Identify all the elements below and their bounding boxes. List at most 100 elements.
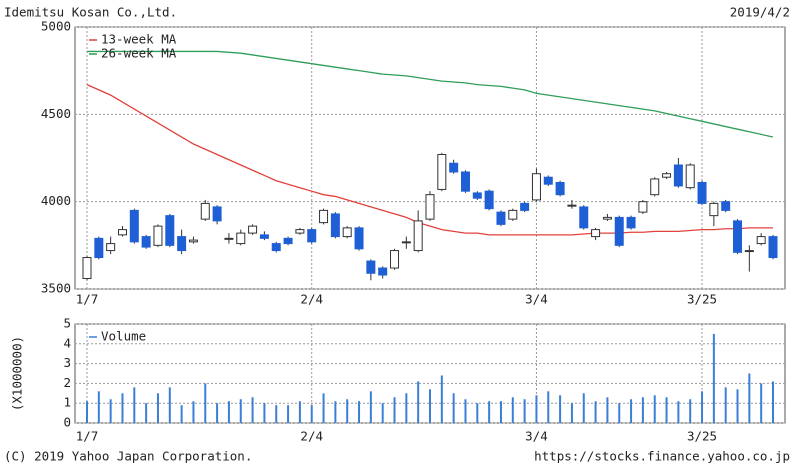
candle-body (697, 181, 707, 204)
moving-average-line (86, 84, 773, 236)
y-tick-label: 4500 (41, 106, 71, 121)
volume-bar (298, 401, 301, 423)
candle-body (543, 176, 553, 185)
candle-body (756, 236, 766, 245)
volume-bar (121, 393, 124, 423)
volume-bar (251, 397, 254, 423)
candle-body (437, 154, 447, 190)
candle-body (579, 206, 589, 229)
candle-body (425, 194, 435, 220)
candle-body (591, 229, 601, 238)
volume-bar (369, 391, 372, 423)
candle-body (744, 250, 754, 253)
y-tick-label: 3 (63, 355, 71, 370)
volume-bar (724, 387, 727, 423)
candle-body (472, 192, 482, 199)
volume-bar (275, 405, 278, 423)
volume-bar (760, 383, 763, 423)
candle-body (460, 171, 470, 192)
company-name: Idemitsu Kosan Co.,Ltd. (4, 5, 177, 20)
volume-bar (630, 399, 633, 423)
candle-body (342, 227, 352, 238)
candle-body (733, 220, 743, 253)
chart-date: 2019/4/2 (730, 5, 790, 20)
candle-body (709, 202, 719, 217)
candle-body (721, 201, 731, 211)
volume-bar (712, 333, 715, 423)
y-tick-label: 4 (63, 335, 71, 350)
volume-bar (535, 395, 538, 423)
volume-bar (346, 399, 349, 423)
volume-bar (263, 403, 266, 423)
candle-body (520, 202, 530, 211)
candle-body (602, 216, 612, 220)
candle-body (508, 209, 518, 220)
plot-area (74, 26, 786, 290)
volume-bar (405, 393, 408, 423)
source-url: https://stocks.finance.yahoo.co.jp (534, 449, 790, 464)
volume-bar (464, 399, 467, 423)
x-tick-label: 3/4 (525, 429, 548, 444)
x-tick-label: 1/7 (76, 429, 99, 444)
candle-body (531, 173, 541, 201)
candle-body (153, 225, 163, 246)
volume-bar (204, 383, 207, 423)
volume-bar (156, 393, 159, 423)
volume-bar (594, 401, 597, 423)
volume-bar (227, 401, 230, 423)
x-tick-label: 3/25 (687, 429, 717, 444)
y-axis-label: (X1000000) (10, 336, 25, 411)
candle-body (271, 243, 281, 252)
candle-body (354, 227, 364, 250)
moving-average-line (87, 50, 774, 138)
candle-body (141, 236, 151, 248)
volume-bar (511, 397, 514, 423)
copyright: (C) 2019 Yahoo Japan Corporation. (4, 449, 252, 464)
candle-body (283, 237, 293, 245)
candle-body (307, 229, 317, 243)
volume-bar (665, 397, 668, 423)
volume-bar (618, 403, 621, 423)
volume-bar (239, 399, 242, 423)
y-tick-label: 5 (63, 316, 71, 331)
volume-bar (133, 387, 136, 423)
volume-bar (499, 401, 502, 423)
y-tick-label: 5000 (41, 19, 71, 34)
candle-body (106, 243, 116, 252)
y-tick-label: 3500 (41, 281, 71, 296)
volume-bar (559, 395, 562, 423)
volume-bar (429, 389, 431, 423)
volume-bar (689, 399, 692, 423)
volume-bar (109, 399, 112, 423)
volume-bar (381, 403, 384, 423)
volume-bar (180, 405, 183, 423)
volume-bar (772, 381, 774, 423)
volume-bar (358, 401, 361, 423)
volume-bar (570, 403, 573, 423)
candle-body (662, 173, 672, 178)
volume-bar (393, 397, 396, 423)
candle-body (82, 257, 92, 280)
volume-bar (582, 393, 585, 423)
x-tick-label: 3/25 (687, 292, 717, 307)
volume-bar (748, 373, 751, 423)
candle-body (129, 209, 139, 243)
candle-body (224, 237, 234, 240)
candle-body (94, 237, 104, 259)
candle-body (413, 220, 423, 252)
volume-bar (322, 393, 325, 423)
candle-body (330, 213, 340, 238)
candle-body (259, 234, 269, 239)
volume-bar (736, 389, 739, 423)
candle-body (212, 206, 222, 222)
volume-bar (452, 393, 455, 423)
candle-body (685, 164, 695, 189)
candle-body (165, 215, 175, 246)
volume-bar (86, 401, 88, 423)
volume-bar (287, 405, 290, 423)
candle-body (673, 164, 683, 187)
candle-body (555, 181, 565, 196)
candle-body (236, 232, 246, 245)
volume-bar (168, 387, 171, 423)
